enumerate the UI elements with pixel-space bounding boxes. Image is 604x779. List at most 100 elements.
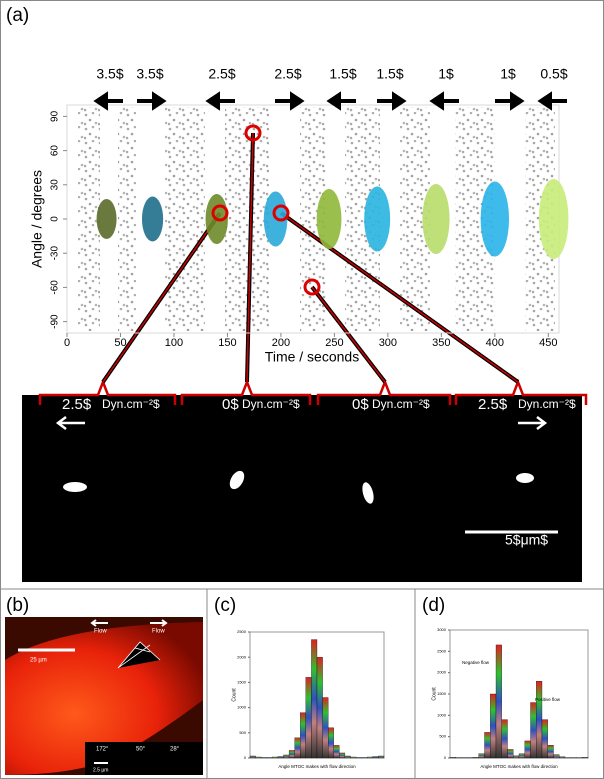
plot-frame [449, 629, 589, 759]
y-tick-label: 90 [50, 110, 61, 122]
cluster [316, 189, 342, 249]
histogram-bar [372, 756, 379, 759]
flow-label: Flow [152, 629, 165, 635]
histogram-bar [472, 756, 479, 759]
histogram-bar [333, 745, 340, 759]
histogram-bar [507, 749, 514, 759]
annotation: Positive flow [535, 697, 561, 702]
inset [85, 742, 203, 775]
flow-arrow [93, 91, 123, 111]
cluster [96, 199, 117, 239]
shear-unit: Dyn.cm⁻²$ [242, 397, 300, 411]
panel-label: (d) [422, 595, 445, 616]
marker-circle [303, 278, 321, 296]
histogram-bar [530, 702, 537, 759]
flow-label: 3.5$ [136, 66, 163, 82]
histogram-bar [272, 756, 279, 759]
histogram-bar [261, 757, 267, 759]
x-tick-label: 300 [379, 337, 397, 349]
y-tick-label: -30 [50, 246, 61, 261]
shear-unit: Dyn.cm⁻²$ [518, 397, 576, 411]
histogram-bar [449, 756, 456, 759]
histogram-bar [288, 750, 295, 759]
y-tick-label: 1000 [437, 712, 447, 717]
histogram-bar [495, 644, 502, 759]
shear-unit: Dyn.cm⁻²$ [102, 397, 160, 411]
y-tick-label: 0 [444, 755, 447, 760]
histogram-bar [582, 756, 589, 759]
y-axis-label: Angle / degrees [29, 170, 45, 268]
x-tick-label: 250 [325, 337, 343, 349]
panel-label: (c) [214, 595, 236, 616]
flow-arrow [495, 91, 525, 111]
histogram-bar [367, 756, 373, 759]
cluster [364, 186, 391, 252]
x-tick-label: 50 [114, 337, 126, 349]
y-axis-label: Count [431, 687, 437, 701]
histogram-bar [266, 757, 273, 759]
histogram-bar [249, 755, 256, 759]
arrow [90, 619, 108, 627]
histogram-bar [277, 756, 284, 759]
flow-arrow [137, 91, 167, 111]
histogram-bar [305, 677, 312, 759]
y-tick-label: -60 [50, 280, 61, 295]
histogram-bar [501, 719, 508, 759]
histogram-bar [311, 639, 318, 759]
flow-arrows [55, 416, 548, 430]
annotation: Negative flow [462, 660, 490, 665]
connectors-red [102, 132, 519, 383]
angle-label: 172° [96, 747, 109, 753]
histogram-bar [328, 727, 334, 759]
histogram-bar [547, 745, 554, 759]
flow-label: 1.5$ [329, 66, 356, 82]
histogram-bar [478, 753, 485, 759]
histogram-bar [300, 712, 306, 759]
x-axis-label: Angle MTOC makes with flow direction [278, 764, 356, 769]
scale-label: 2.5 µm [93, 767, 108, 773]
flow-arrow [377, 91, 407, 111]
x-tick-label: 0 [64, 337, 70, 349]
angle-label: 28° [170, 747, 180, 753]
y-tick-label: 3000 [437, 627, 447, 632]
histogram-bar [536, 681, 543, 759]
y-tick-label: 30 [50, 179, 61, 191]
micrograph [22, 395, 582, 582]
x-axis-label: Time / seconds [265, 349, 359, 365]
histogram-bar [283, 754, 290, 759]
histogram-bar [294, 737, 301, 759]
histogram-bar [344, 755, 351, 759]
panel-label: (b) [6, 595, 29, 616]
flow-label: 1$ [438, 66, 454, 82]
flow-label: 0.5$ [540, 66, 567, 82]
flow-arrow [275, 91, 305, 111]
background-dots [78, 107, 555, 331]
cluster [538, 179, 569, 259]
shear-unit: Dyn.cm⁻²$ [372, 397, 430, 411]
histogram-bar [361, 757, 368, 759]
flow-label: 2.5$ [274, 66, 301, 82]
y-tick-label: 500 [239, 730, 246, 735]
x-axis-label: Angle MTOC makes with flow direction [480, 764, 558, 769]
histogram-bar [541, 719, 548, 759]
histogram-bar [316, 657, 323, 759]
histogram-bar [255, 756, 262, 759]
flow-label: 2.5$ [208, 66, 235, 82]
y-tick-label: 500 [439, 734, 446, 739]
histogram-bar [559, 756, 566, 759]
histogram-bar [490, 693, 497, 759]
scale-label: 5$μm$ [505, 532, 548, 548]
shear-value: 2.5$ [478, 396, 508, 413]
flow-arrow [537, 91, 567, 111]
histogram-bar [339, 752, 346, 759]
flow-arrow [326, 91, 356, 111]
shear-value: 0$ [222, 396, 239, 413]
flow-arrow [205, 91, 235, 111]
x-tick-label: 450 [539, 337, 557, 349]
angle-label: 50° [136, 747, 146, 753]
y-tick-label: 2500 [237, 629, 247, 634]
flow-label: 1.5$ [376, 66, 403, 82]
y-tick-label: 2000 [437, 670, 447, 675]
arrow [150, 619, 168, 627]
